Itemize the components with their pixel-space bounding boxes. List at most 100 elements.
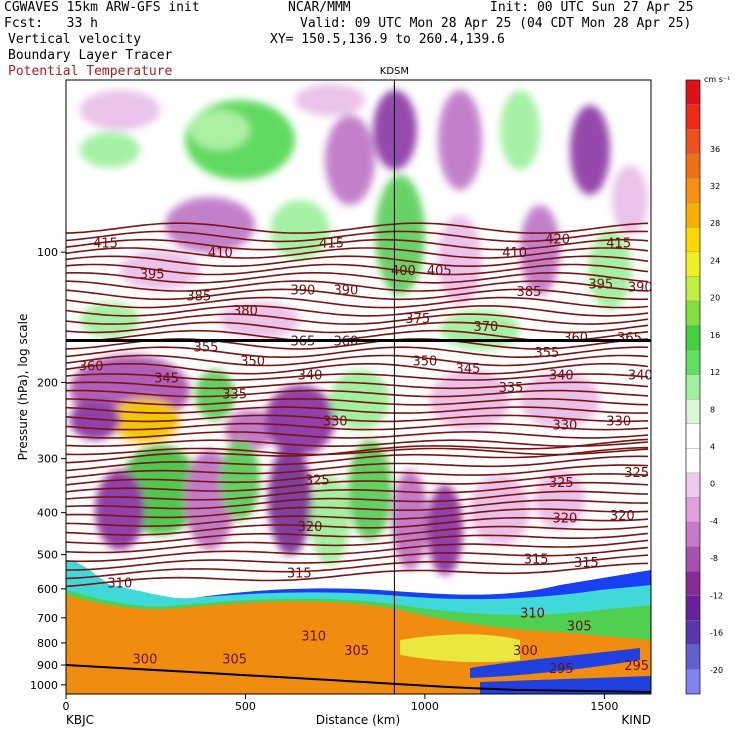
theta-label: 375	[405, 312, 430, 327]
colorbar-swatch	[685, 251, 701, 277]
theta-contour-line	[66, 455, 649, 479]
theta-contour-line	[66, 464, 649, 486]
theta-contour-line	[66, 525, 649, 545]
theta-label: 380	[233, 304, 258, 319]
colorbar-frame	[685, 79, 701, 695]
colorbar-swatch	[685, 669, 701, 695]
y-tick-label: 400	[37, 507, 58, 520]
colorbar-label: -4	[710, 517, 718, 526]
y-tick-label: 300	[37, 453, 58, 466]
theta-label: 415	[319, 237, 344, 252]
theta-label: 410	[208, 246, 233, 261]
field-layer	[66, 84, 651, 694]
colorbar-swatch	[685, 104, 701, 130]
y-tick-label: 1000	[30, 679, 58, 692]
colorbar-label: 20	[710, 294, 720, 303]
theta-contour-line	[66, 554, 649, 580]
theta-labels: 415 410 415 420 415 410 405 400 395 385 380 390 390 3…	[79, 233, 653, 678]
theta-label: 305	[344, 644, 369, 659]
theta-label: 310	[520, 606, 545, 621]
theta-contour-line	[66, 255, 649, 267]
station-right-label: KIND	[621, 713, 651, 727]
y-tick-label: 600	[37, 583, 58, 596]
theta-label: 395	[140, 267, 165, 282]
theta-label: 355	[535, 346, 560, 361]
theta-contour-line	[66, 313, 649, 325]
theta-contour-line	[66, 272, 649, 284]
theta-label: 295	[549, 662, 574, 677]
colorbar-label: 32	[710, 182, 720, 191]
colorbar: 36 32 28 24 20 16 12 8 4 0 -4 -8 -12 -16 -20	[685, 79, 723, 695]
jet-green-blob	[195, 370, 235, 420]
wave-purple-blob	[373, 90, 417, 170]
theta-label: 295	[624, 659, 649, 674]
theta-contour-line	[66, 562, 649, 588]
colorbar-swatch	[685, 423, 701, 449]
bl-tracer-yellow	[400, 634, 520, 663]
theta-label: 305	[567, 620, 592, 635]
theta-label: 350	[240, 355, 265, 370]
wave-purple-blob	[438, 90, 482, 190]
theta-label: 315	[574, 556, 599, 571]
trop-green-blob	[220, 440, 260, 520]
theta-contour-line	[66, 296, 649, 309]
colorbar-swatch	[685, 620, 701, 646]
cross-section-xy: XY= 150.5,136.9 to 260.4,139.6	[270, 32, 505, 47]
theta-label: 320	[552, 511, 577, 526]
jet-yellow-blob	[110, 398, 180, 442]
theta-label: 390	[290, 284, 315, 299]
colorbar-swatch	[685, 571, 701, 596]
colorbar-swatch	[685, 79, 701, 105]
theta-contours	[66, 222, 649, 588]
theta-label: 405	[427, 264, 452, 279]
theta-label: 315	[524, 552, 549, 567]
theta-label: 315	[287, 566, 312, 581]
theta-contour-line	[66, 389, 649, 398]
y-tick-label: 900	[37, 659, 58, 672]
theta-contour-line	[66, 422, 649, 431]
theta-label: 335	[499, 381, 524, 396]
theta-contour-line	[66, 222, 649, 234]
theta-contour-line	[66, 263, 649, 276]
colorbar-label: 12	[710, 368, 720, 377]
theta-label: 330	[552, 418, 577, 433]
theta-label: 330	[606, 415, 631, 430]
wave-green-blob	[80, 302, 140, 338]
wave-purple-blob	[612, 165, 648, 235]
colorbar-swatch	[685, 227, 701, 253]
theta-label: 400	[391, 264, 416, 279]
theta-contour-line	[66, 431, 649, 439]
theta-label: 350	[412, 355, 437, 370]
theta-contour-line	[66, 247, 649, 259]
theta-label: 320	[298, 520, 323, 535]
theta-label: 310	[107, 576, 132, 591]
theta-contour-line	[66, 481, 649, 501]
theta-contour-line	[66, 321, 649, 334]
colorbar-swatch	[685, 202, 701, 228]
theta-contour-line	[66, 532, 649, 554]
colorbar-swatch	[685, 595, 701, 621]
colorbar-swatch	[685, 472, 701, 498]
theta-contour-line	[66, 381, 649, 390]
theta-contour-line	[66, 446, 649, 472]
x-tick-label: 500	[235, 700, 256, 713]
colorbar-swatch	[685, 128, 701, 154]
theta-label: 325	[305, 473, 330, 488]
y-axis: 100 200 300 400 500 600 700 800 900 1000	[30, 246, 66, 692]
colorbar-swatch	[685, 178, 701, 203]
jet-green-blob	[330, 370, 390, 430]
model-title: CGWAVES 15km ARW-GFS init	[4, 0, 200, 15]
x-axis-label: Distance (km)	[316, 713, 400, 727]
theta-label: 320	[610, 509, 635, 524]
theta-contour-line	[66, 447, 649, 456]
y-tick-label: 700	[37, 612, 58, 625]
theta-label: 345	[154, 372, 179, 387]
colorbar-swatch	[685, 546, 701, 572]
center-label: NCAR/MMM	[288, 0, 351, 15]
theta-contour-line	[66, 230, 649, 243]
colorbar-label: -20	[710, 666, 723, 675]
colorbar-units: cm s⁻¹	[704, 75, 730, 84]
theta-label: 390	[628, 280, 653, 295]
terrain-line	[66, 664, 651, 693]
theta-contour-line	[66, 439, 649, 447]
